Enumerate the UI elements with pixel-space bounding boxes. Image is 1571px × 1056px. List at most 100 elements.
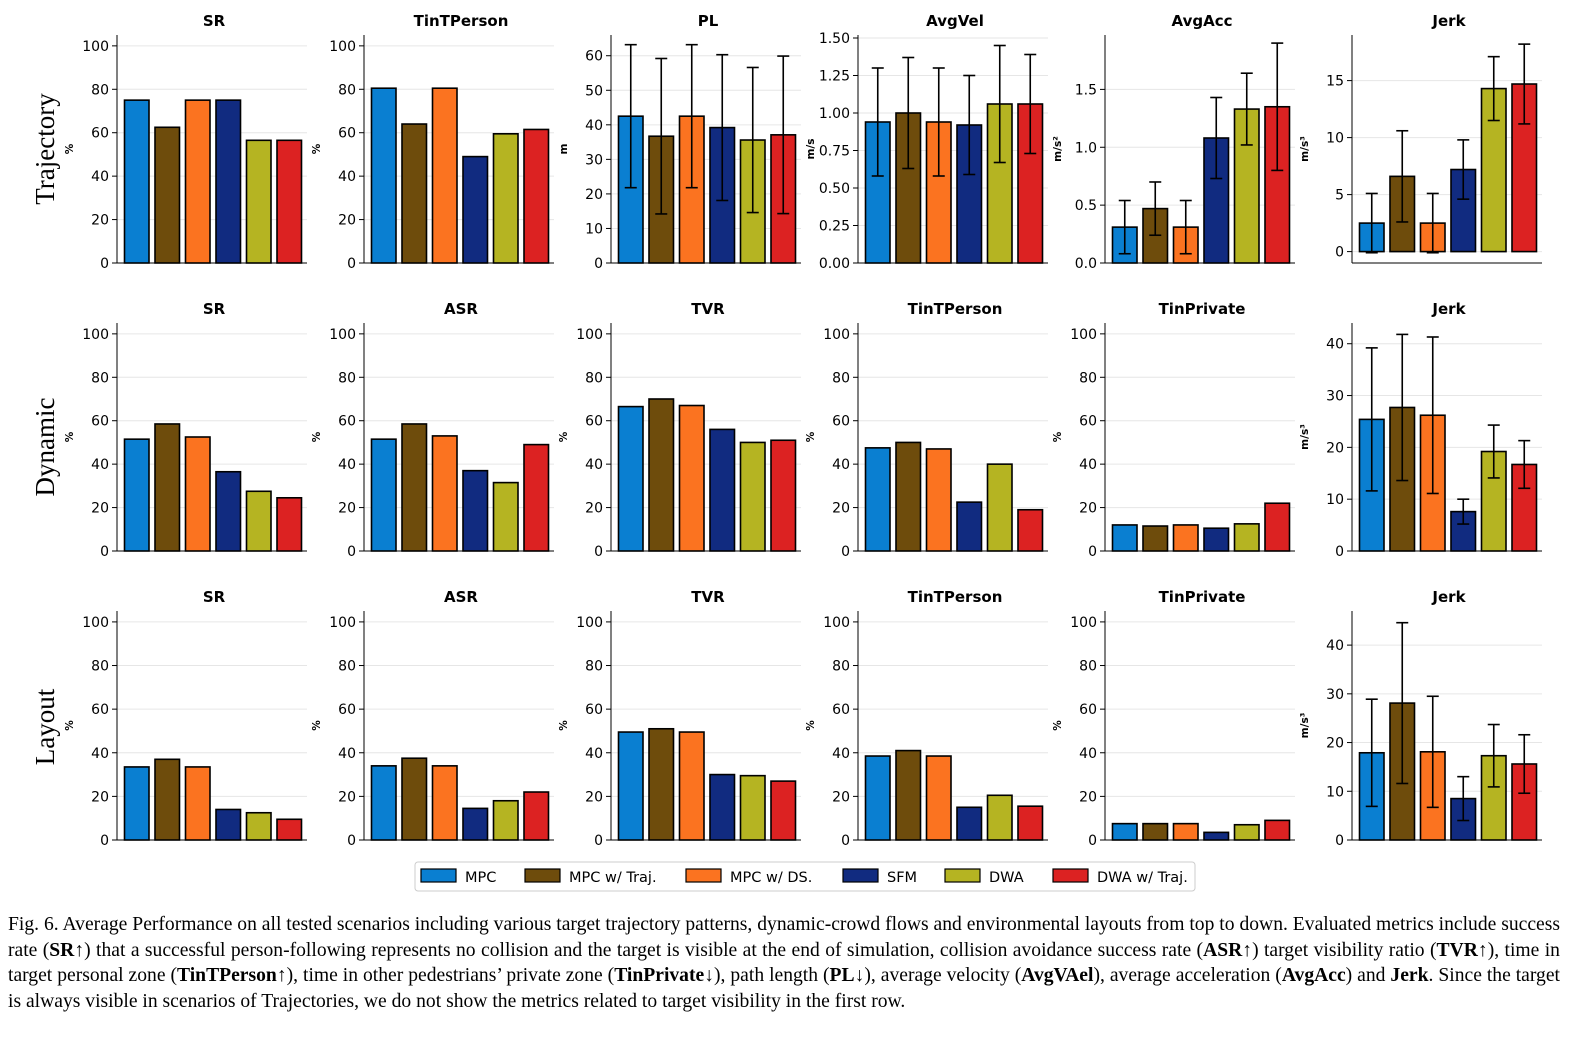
legend-label-mpc: MPC xyxy=(465,870,496,886)
subplot-title: TVR xyxy=(691,588,725,606)
bar-dwa-w-traj- xyxy=(1511,463,1538,552)
bar-mpc xyxy=(617,731,644,841)
y-axis-label: % xyxy=(1052,720,1064,731)
bar-mpc-w-traj- xyxy=(154,423,181,552)
bar-dwa xyxy=(986,463,1013,552)
y-tick-label: 40 xyxy=(585,746,603,762)
y-tick-label: 100 xyxy=(82,615,109,631)
y-tick-label: 60 xyxy=(338,414,356,430)
bar-dwa-w-traj- xyxy=(523,791,550,841)
y-tick-label: 1.00 xyxy=(819,106,850,122)
bar-dwa-w-traj- xyxy=(276,496,303,552)
y-tick-label: 100 xyxy=(329,615,356,631)
y-axis-label: % xyxy=(558,431,570,442)
bar-dwa-w-traj- xyxy=(770,780,797,841)
y-tick-label: 0.25 xyxy=(819,219,850,235)
subplot-title: SR xyxy=(203,300,226,318)
y-tick-label: 100 xyxy=(823,327,850,343)
bar-mpc xyxy=(123,438,150,552)
subplot-trajectory-sr: 0 20 40 60 80 100 SR% xyxy=(64,12,307,272)
bar-mpc-w-traj- xyxy=(154,758,181,841)
legend-label-dwa-w-traj-: DWA w/ Traj. xyxy=(1097,870,1188,886)
subplot-dynamic-tinprivate: 0 20 40 60 80 100 TinPrivate% xyxy=(1052,300,1295,560)
y-axis-label: % xyxy=(805,720,817,731)
y-tick-label: 60 xyxy=(832,414,850,430)
y-tick-label: 60 xyxy=(338,702,356,718)
legend-frame xyxy=(414,861,1196,892)
y-tick-label: 0 xyxy=(594,833,603,849)
bar-mpc-w-traj- xyxy=(895,441,922,552)
bar-sfm xyxy=(215,99,242,264)
bar-mpc-w-ds- xyxy=(431,765,458,841)
bar-mpc-w-traj- xyxy=(648,727,675,841)
y-tick-label: 60 xyxy=(585,702,603,718)
subplot-layout-sr: 0 20 40 60 80 100 SR% xyxy=(64,588,307,849)
bar-mpc xyxy=(1111,524,1138,552)
bar-mpc xyxy=(864,447,891,552)
subplot-dynamic-sr: 0 20 40 60 80 100 SR% xyxy=(64,300,307,560)
bar-mpc-w-ds- xyxy=(184,766,211,841)
bar-dwa-w-traj- xyxy=(276,139,303,264)
y-tick-label: 40 xyxy=(1079,746,1097,762)
y-tick-label: 0 xyxy=(594,256,603,272)
y-tick-label: 20 xyxy=(91,501,109,517)
y-axis-label: m/s xyxy=(805,138,817,159)
y-tick-label: 0 xyxy=(841,544,850,560)
subplot-title: ASR xyxy=(444,588,478,606)
subplot-dynamic-tvr: 0 20 40 60 80 100 TVR% xyxy=(558,300,801,560)
subplot-title: SR xyxy=(203,588,226,606)
bar-mpc-w-traj- xyxy=(1142,822,1169,841)
bar-mpc-w-ds- xyxy=(925,755,952,841)
y-axis-label: m xyxy=(558,143,570,154)
bar-mpc-w-ds- xyxy=(1172,524,1199,552)
subplot-title: AvgVel xyxy=(926,12,984,30)
y-tick-label: 80 xyxy=(585,370,603,386)
subplot-title: Jerk xyxy=(1431,300,1466,318)
legend-swatch-mpc-w-ds- xyxy=(685,868,722,883)
bar-dwa xyxy=(1233,823,1260,841)
subplot-title: ASR xyxy=(444,300,478,318)
y-tick-label: 80 xyxy=(338,370,356,386)
y-tick-label: 40 xyxy=(91,457,109,473)
bar-mpc xyxy=(123,766,150,841)
row-label-trajectory: Trajectory xyxy=(30,93,60,205)
legend-swatch-mpc-w-traj- xyxy=(524,868,561,883)
y-tick-label: 15 xyxy=(1326,74,1344,90)
y-tick-label: 100 xyxy=(823,615,850,631)
y-tick-label: 80 xyxy=(91,370,109,386)
legend-swatch-sfm xyxy=(842,868,879,883)
y-tick-label: 30 xyxy=(585,152,603,168)
y-tick-label: 0.0 xyxy=(1075,256,1097,272)
y-tick-label: 100 xyxy=(576,615,603,631)
y-tick-label: 80 xyxy=(338,82,356,98)
y-tick-label: 100 xyxy=(1070,615,1097,631)
y-tick-label: 60 xyxy=(91,126,109,142)
y-tick-label: 20 xyxy=(1079,501,1097,517)
subplot-title: TinTPerson xyxy=(908,300,1003,318)
legend-swatch-dwa xyxy=(944,868,981,883)
y-tick-label: 80 xyxy=(91,659,109,675)
y-tick-label: 60 xyxy=(1079,414,1097,430)
bar-dwa xyxy=(492,799,519,841)
legend-swatch-mpc xyxy=(420,868,457,883)
y-axis-label: m/s³ xyxy=(1299,424,1311,450)
subplot-layout-asr: 0 20 40 60 80 100 ASR% xyxy=(311,588,554,849)
subplot-title: TVR xyxy=(691,300,725,318)
bar-dwa xyxy=(245,490,272,552)
y-tick-label: 5 xyxy=(1335,188,1344,204)
y-tick-label: 40 xyxy=(338,169,356,185)
bar-dwa-w-traj- xyxy=(523,128,550,264)
y-axis-label: % xyxy=(1052,431,1064,442)
bar-sfm xyxy=(956,501,983,552)
bar-dwa xyxy=(739,441,766,552)
subplot-layout-jerk: 0 10 20 30 40 Jerk m/s³ xyxy=(1299,588,1542,849)
y-tick-label: 0.50 xyxy=(819,181,850,197)
y-tick-label: 10 xyxy=(1326,131,1344,147)
figure-caption: Fig. 6. Average Performance on all teste… xyxy=(8,914,1560,1012)
subplot-title: AvgAcc xyxy=(1172,12,1233,30)
y-tick-label: 20 xyxy=(585,789,603,805)
y-tick-label: 40 xyxy=(338,457,356,473)
y-tick-label: 0 xyxy=(1088,833,1097,849)
subplot-trajectory-avgvel: 0.00 0.25 0.50 0.75 1.00 1.25 1.50 AvgVel m/s xyxy=(805,12,1048,272)
bar-mpc-w-ds- xyxy=(184,99,211,264)
